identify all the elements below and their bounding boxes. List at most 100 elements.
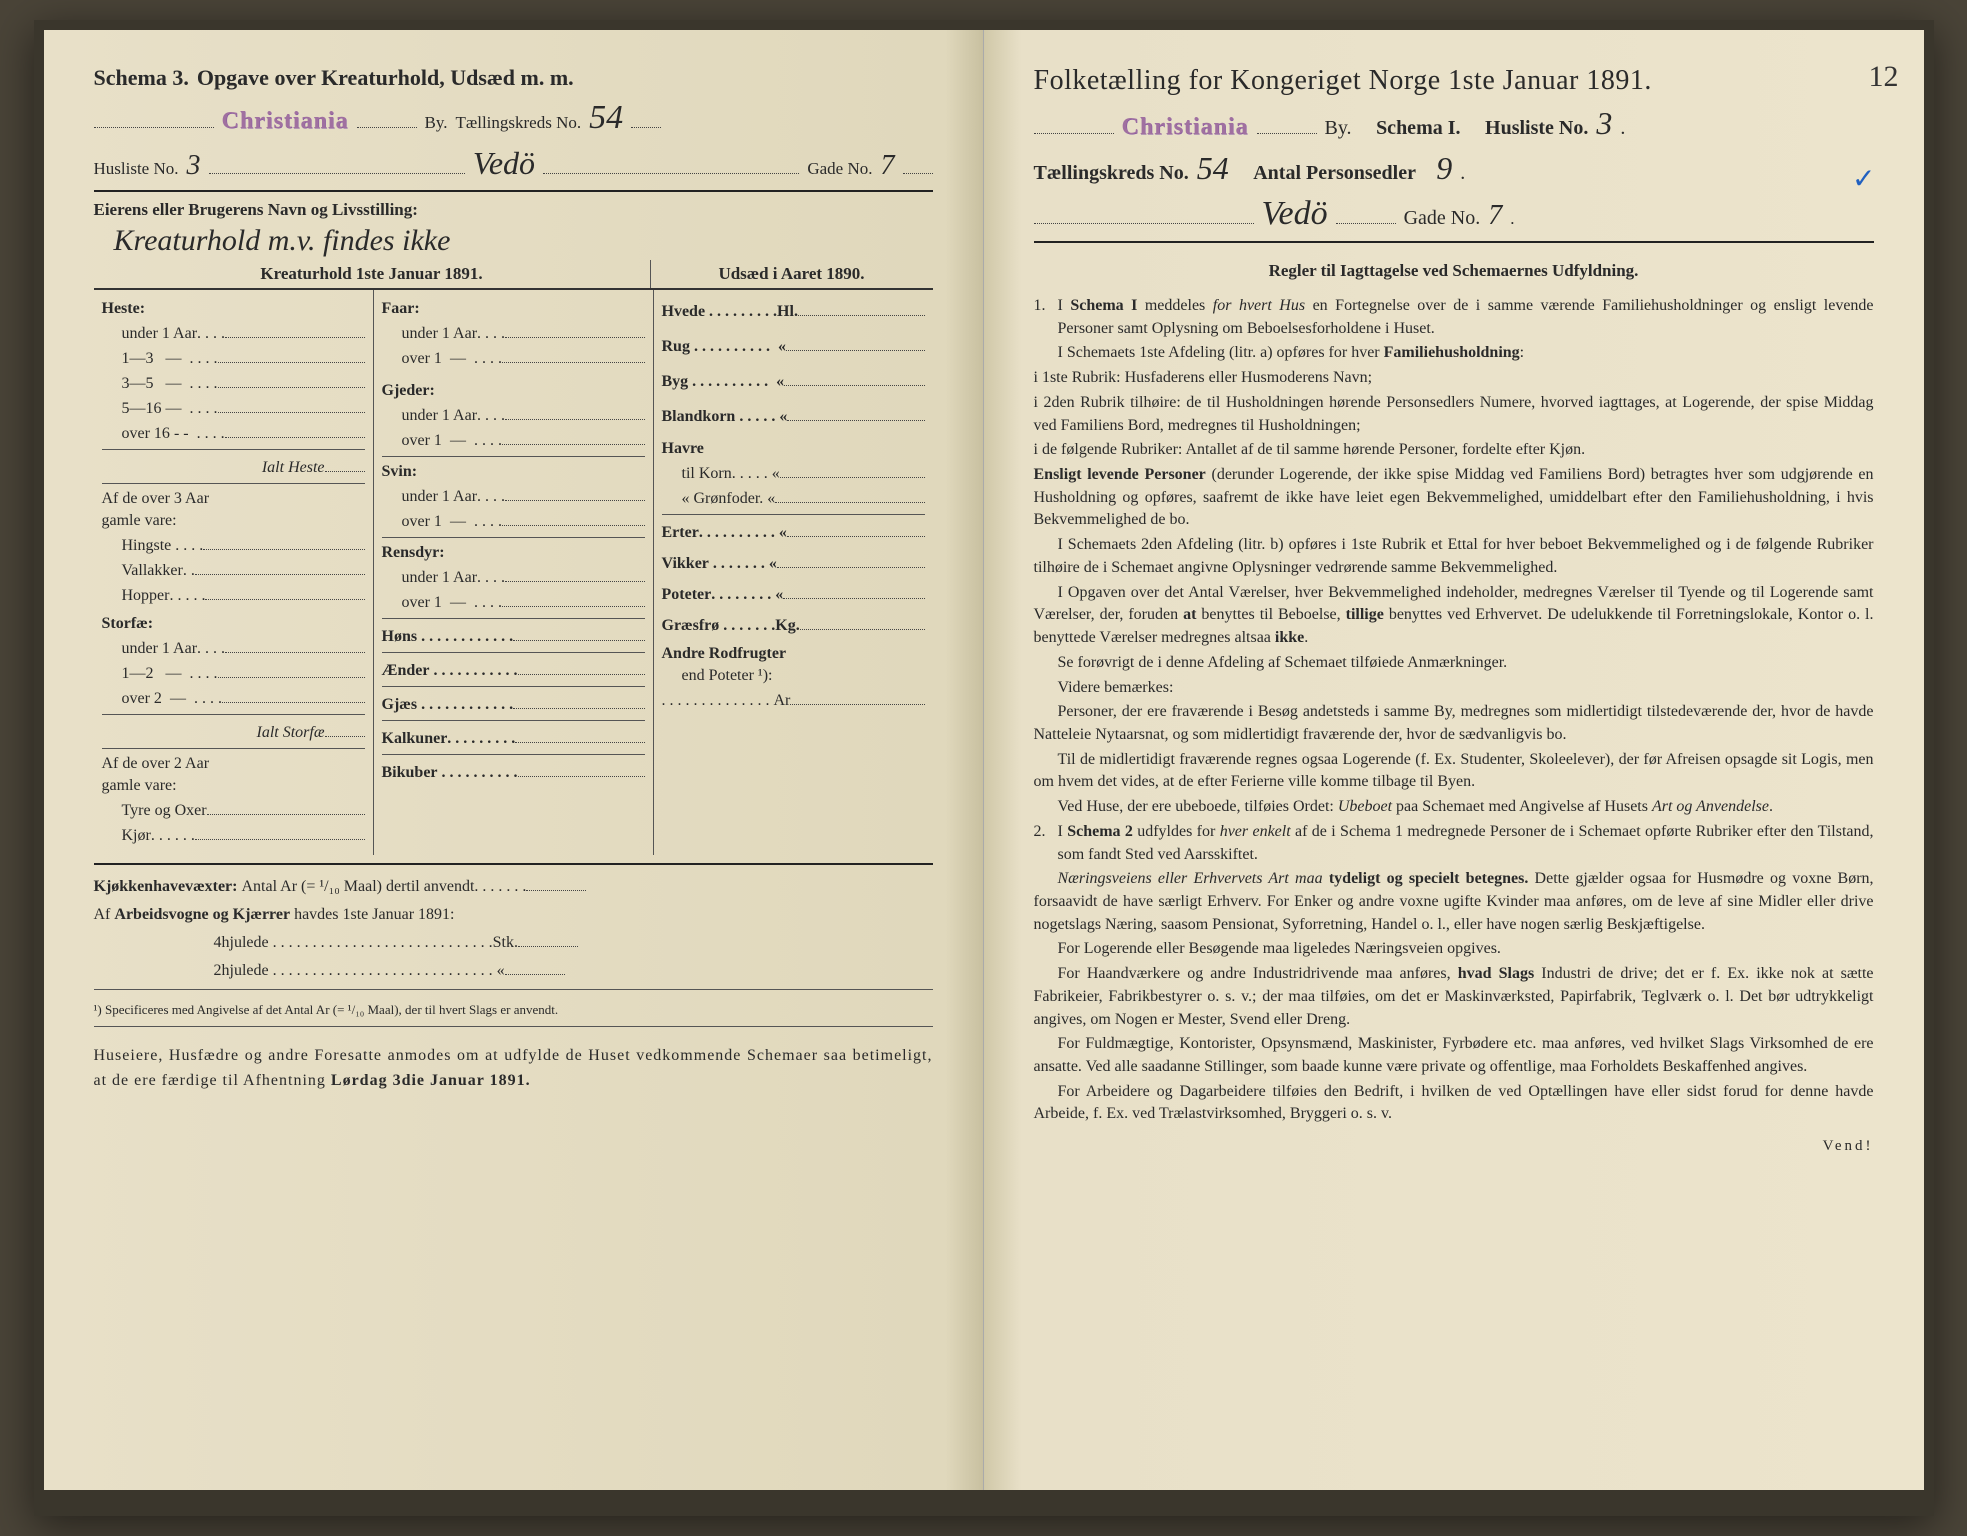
rug: Rug [662, 338, 690, 356]
heste-over16: over 16 [122, 425, 170, 443]
arbeids-text: havdes 1ste Januar 1891: [294, 903, 454, 927]
hons: Høns [382, 628, 418, 646]
svin-over1: over 1 [402, 513, 442, 531]
gade-no-left: 7 [881, 150, 895, 182]
kjokken-text: Antal Ar (= ¹/₁₀ Maal) dertil anvendt [241, 875, 474, 899]
tyre-oxer: Tyre og Oxer [122, 802, 207, 820]
taellingskreds-label-left: Tællingskreds No. [456, 113, 582, 133]
svin-under1: under 1 Aar [402, 488, 478, 506]
gjeder-label: Gjeder: [382, 382, 435, 400]
kjor: Kjør [122, 827, 151, 845]
owner-handwritten: Kreaturhold m.v. findes ikke [114, 224, 933, 258]
rules-body: 1. I Schema I meddeles for hvert Hus en … [1034, 295, 1874, 1126]
heste-3-5: 3—5 [122, 375, 154, 393]
closing-text: Huseiere, Husfædre og andre Foresatte an… [94, 1043, 933, 1094]
gjaes: Gjæs [382, 696, 418, 714]
storfae-over2: over 2 [122, 690, 162, 708]
rule-p13: Ved Huse, der ere ubeboede, tilføies Ord… [1034, 796, 1874, 819]
ialt-heste: Ialt Heste [262, 459, 325, 477]
city-stamp-left: Christiania [222, 108, 349, 135]
svin-label: Svin: [382, 463, 418, 481]
by-label-r: By. [1325, 117, 1352, 140]
gamle-vare2: gamle vare: [102, 777, 177, 795]
rule-1-num: 1. [1034, 295, 1058, 340]
husliste-label-left: Husliste No. [94, 159, 179, 179]
gronfoder: « Grønfoder. [682, 490, 764, 508]
rule-p2: I Schemaets 1ste Afdeling (litr. a) opfø… [1034, 342, 1874, 365]
rule-p18: For Fuldmægtige, Kontorister, Opsynsmænd… [1034, 1033, 1874, 1078]
husliste-label-r: Husliste No. [1485, 117, 1588, 140]
right-row4: Vedö Gade No. 7 . [1034, 195, 1874, 233]
antal-label: Antal Personsedler [1253, 162, 1416, 185]
havre: Havre [662, 440, 704, 458]
graesfro: Græsfrø [662, 617, 720, 635]
form-col-2: Faar: under 1 Aar. . . . over 1 — . . . … [374, 290, 654, 855]
gjeder-under1: under 1 Aar [402, 407, 478, 425]
schema-i-label: Schema I. [1376, 117, 1460, 140]
blandkorn: Blandkorn [662, 408, 736, 426]
erter: Erter [662, 524, 699, 542]
left-row2: Christiania By. Tællingskreds No. 54 [94, 99, 933, 137]
rule-p11: Personer, der ere fraværende i Besøg and… [1034, 701, 1874, 746]
storfae-1-2: 1—2 [122, 665, 154, 683]
city-stamp-right: Christiania [1122, 114, 1249, 141]
rule-2: I Schema 2 udfyldes for hver enkelt af d… [1058, 821, 1874, 866]
hingste: Hingste [122, 537, 172, 555]
faar-under1: under 1 Aar [402, 325, 478, 343]
ar-unit: Ar [774, 692, 791, 710]
check-mark: ✓ [1852, 162, 1875, 196]
by-label: By. [425, 113, 448, 133]
gade-label-r: Gade No. [1404, 207, 1481, 230]
rule-p12: Til de midlertidigt fraværende regnes og… [1034, 749, 1874, 794]
faar-over1: over 1 [402, 350, 442, 368]
form-headers: Kreaturhold 1ste Januar 1891. Udsæd i Aa… [94, 260, 933, 290]
husliste-no-r: 3 [1596, 105, 1612, 142]
kg-unit: Kg. [775, 617, 799, 635]
af-over2: Af de over 2 Aar [102, 755, 210, 773]
arbeids-bold: Arbeidsvogne og Kjærrer [114, 903, 290, 927]
storfae-label: Storfæ: [102, 615, 154, 633]
antal-no: 9 [1436, 150, 1452, 187]
form-grid: Heste: under 1 Aar . . . . 1—3 — . . . .… [94, 290, 933, 855]
hopper: Hopper [122, 587, 170, 605]
gamle-vare: gamle vare: [102, 512, 177, 530]
gade-name-left: Vedö [473, 145, 535, 182]
right-row3: Tællingskreds No. 54 Antal Personsedler … [1034, 150, 1874, 187]
schema-3-label: Schema 3. [94, 65, 189, 91]
book-spread: Schema 3. Opgave over Kreaturhold, Udsæd… [34, 20, 1934, 1516]
kjokken-label: Kjøkkenhavevæxter: [94, 875, 238, 899]
rensdyr-over1: over 1 [402, 594, 442, 612]
faar-label: Faar: [382, 300, 420, 318]
form-col-1: Heste: under 1 Aar . . . . 1—3 — . . . .… [94, 290, 374, 855]
bikuber: Bikuber [382, 764, 438, 782]
rule-p16: For Logerende eller Besøgende maa ligele… [1034, 938, 1874, 961]
footnote: ¹) Specificeres med Angivelse af det Ant… [94, 1000, 933, 1020]
udsaed-header: Udsæd i Aaret 1890. [651, 260, 933, 288]
rensdyr-label: Rensdyr: [382, 544, 445, 562]
closing-date: Lørdag 3die Januar 1891. [331, 1072, 531, 1089]
ialt-storfae: Ialt Storfæ [256, 724, 324, 742]
taellingskreds-label-r: Tællingskreds No. [1034, 162, 1189, 185]
rule-p8: I Opgaven over det Antal Værelser, hver … [1034, 582, 1874, 650]
til-korn: til Korn [682, 465, 732, 483]
rule-1: I Schema I meddeles for hvert Hus en For… [1058, 295, 1874, 340]
left-page: Schema 3. Opgave over Kreaturhold, Udsæd… [44, 30, 984, 1490]
aender: Ænder [382, 662, 430, 680]
right-main-title: Folketælling for Kongeriget Norge 1ste J… [1034, 65, 1874, 97]
hl-unit: Hl. [777, 303, 798, 321]
owner-heading: Eierens eller Brugerens Navn og Livsstil… [94, 200, 933, 220]
gade-no-r: 7 [1488, 200, 1502, 232]
heste-1-3: 1—3 [122, 350, 154, 368]
kreatur-header: Kreaturhold 1ste Januar 1891. [94, 260, 651, 288]
vend-label: Vend! [1034, 1138, 1874, 1155]
left-row3: Husliste No. 3 Vedö Gade No. 7 [94, 145, 933, 182]
right-row2: Christiania By. Schema I. Husliste No. 3… [1034, 105, 1874, 142]
hvede: Hvede [662, 303, 706, 321]
rule-p5: i de følgende Rubriker: Antallet af de t… [1034, 439, 1874, 462]
heste-under1: under 1 Aar [122, 325, 198, 343]
vikker: Vikker [662, 555, 709, 573]
arbeids-af: Af [94, 903, 111, 927]
end-poteter: end Poteter ¹): [682, 667, 773, 685]
storfae-under1: under 1 Aar [122, 640, 198, 658]
husliste-no-left: 3 [187, 150, 201, 182]
